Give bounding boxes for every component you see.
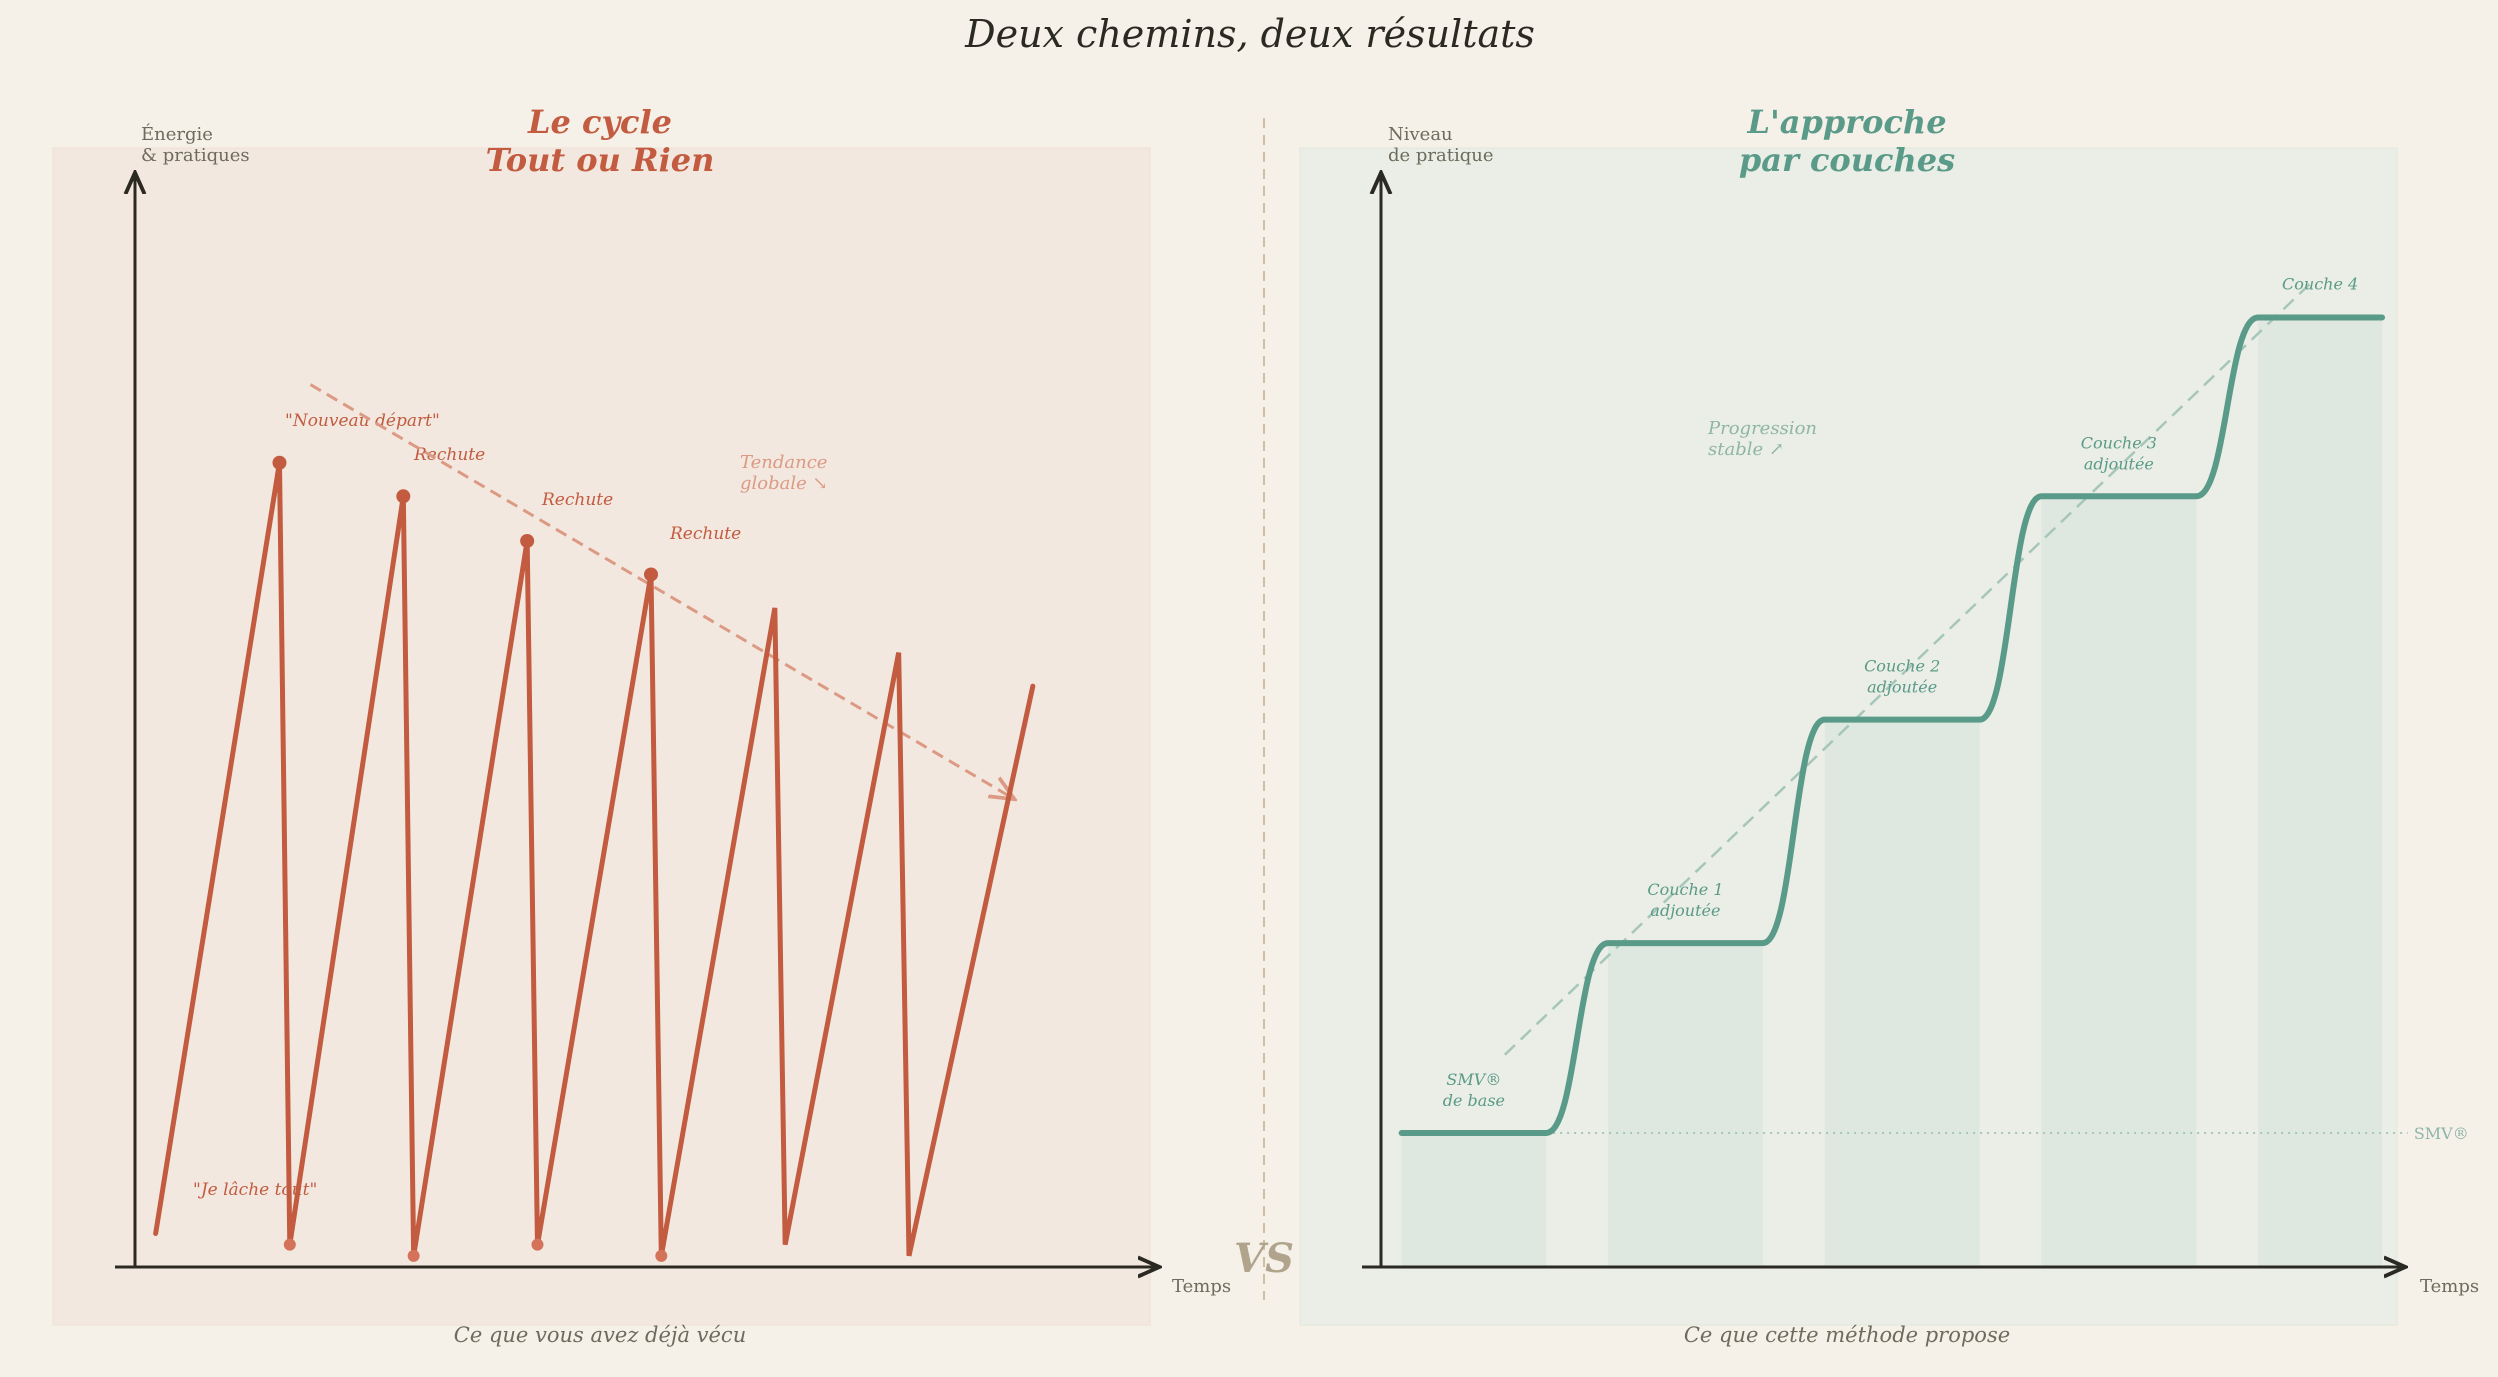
right-panel-title-line1: L'approche bbox=[1746, 103, 1946, 141]
vs-label: VS bbox=[1234, 1235, 1294, 1282]
left-panel-title-line2: Tout ou Rien bbox=[486, 141, 715, 179]
annotation-nouveau-depart: "Nouveau départ" bbox=[285, 411, 440, 431]
trough-marker bbox=[655, 1249, 668, 1262]
step-label-2-line1: Couche 2 bbox=[1864, 657, 1940, 676]
practice-level-line bbox=[1398, 314, 2386, 1136]
trough-marker bbox=[283, 1238, 296, 1251]
annotation-rechute-2: Rechute bbox=[541, 490, 613, 510]
layer-block-3 bbox=[2041, 496, 2197, 1267]
right-caption: Ce que cette méthode propose bbox=[1684, 1323, 2010, 1347]
right-panel-title-line2: par couches bbox=[1739, 141, 1955, 179]
left-panel-background bbox=[52, 147, 1151, 1326]
layer-block-1 bbox=[1608, 943, 1763, 1267]
step-label-3-line1: Couche 3 bbox=[2081, 433, 2157, 452]
left-caption: Ce que vous avez déjà vécu bbox=[454, 1323, 746, 1347]
step-label-3-line2: adjoutée bbox=[2084, 454, 2154, 473]
peak-marker bbox=[396, 489, 411, 504]
right-chart: L'approche par couches Niveau de pratiqu… bbox=[1362, 103, 2479, 1347]
trend-line bbox=[309, 383, 1012, 798]
step-label-1-line2: adjoutée bbox=[1650, 901, 1720, 920]
step-label-0-line1: SMV® bbox=[1446, 1070, 1501, 1089]
peak-marker bbox=[272, 455, 287, 470]
left-chart: Le cycle Tout ou Rien Énergie & pratique… bbox=[115, 103, 1231, 1347]
left-panel-title-line1: Le cycle bbox=[527, 103, 672, 141]
annotation-rechute-3: Rechute bbox=[669, 524, 741, 544]
step-label-1-line1: Couche 1 bbox=[1647, 880, 1723, 899]
layer-block-2 bbox=[1824, 719, 1980, 1267]
left-trend-label-line1: Tendance bbox=[740, 452, 827, 473]
progression-label-line2: stable ↗ bbox=[1708, 439, 1784, 460]
progression-line bbox=[1503, 283, 2311, 1056]
progression-label-line1: Progression bbox=[1707, 418, 1817, 439]
left-x-axis-label: Temps bbox=[1172, 1276, 1231, 1297]
annotation-rechute-1: Rechute bbox=[413, 445, 485, 465]
layer-block-0 bbox=[1401, 1132, 1547, 1267]
step-label-0-line2: de base bbox=[1443, 1091, 1505, 1110]
right-x-axis-label: Temps bbox=[2420, 1276, 2479, 1297]
peak-marker bbox=[644, 567, 658, 582]
peak-marker bbox=[520, 533, 535, 548]
left-trend-label-line2: globale ↘ bbox=[740, 473, 828, 494]
left-y-axis-label-line1: Énergie bbox=[141, 122, 213, 145]
right-y-axis-label-line1: Niveau bbox=[1388, 124, 1453, 145]
annotation-je-lache-tout: "Je lâche tout" bbox=[193, 1180, 317, 1200]
right-y-axis-label-line2: de pratique bbox=[1388, 145, 1494, 166]
baseline-label: SMV® bbox=[2414, 1124, 2469, 1143]
step-label-4-line1: Couche 4 bbox=[2282, 275, 2358, 294]
step-label-2-line2: adjoutée bbox=[1867, 678, 1937, 697]
trough-marker bbox=[407, 1249, 420, 1262]
left-y-axis-label-line2: & pratiques bbox=[141, 145, 250, 166]
trough-marker bbox=[531, 1238, 544, 1251]
energy-series-line bbox=[153, 462, 1036, 1257]
main-title: Deux chemins, deux résultats bbox=[964, 12, 1535, 56]
layer-block-4 bbox=[2258, 317, 2383, 1267]
